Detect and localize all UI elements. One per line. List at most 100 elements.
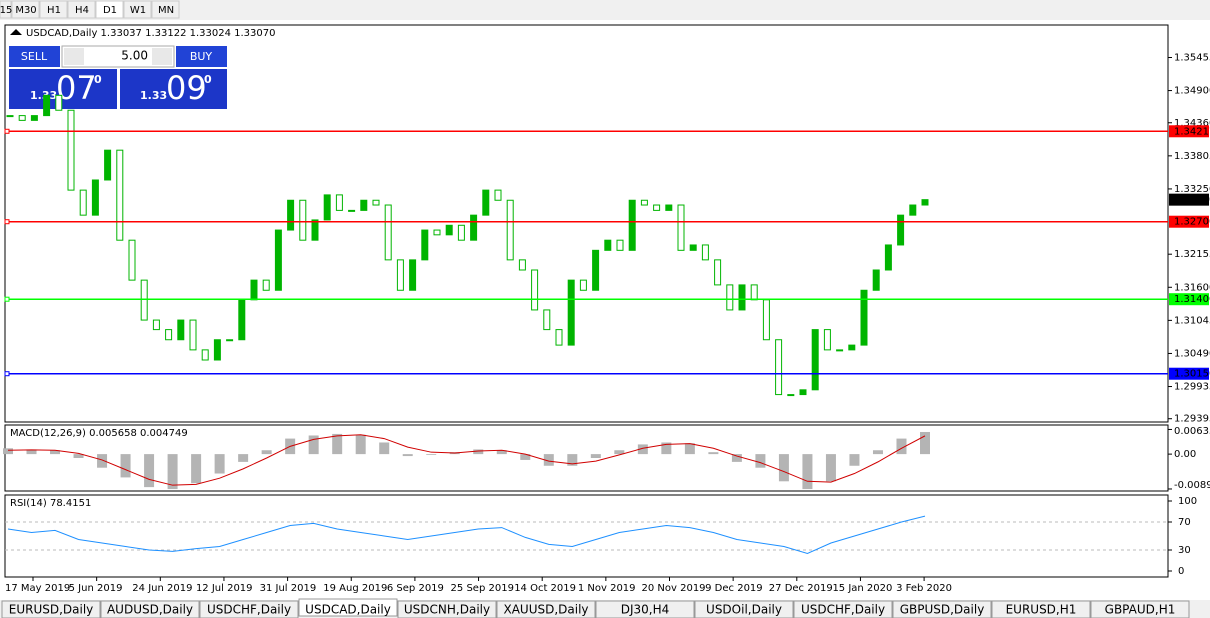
ask-frac: 0 (204, 73, 212, 86)
level-handle[interactable] (4, 296, 10, 302)
chart-tab-label: GBPAUD,H1 (1105, 603, 1176, 617)
timeframe-label: H1 (47, 5, 61, 16)
macd-bar (144, 454, 155, 488)
candle-body (628, 199, 636, 251)
timeframe-button[interactable] (151, 0, 180, 19)
candle-body (274, 229, 282, 291)
chart-tab[interactable] (397, 600, 497, 618)
candle-body (396, 259, 404, 291)
chart-tab[interactable] (298, 598, 398, 617)
candle-body (714, 259, 722, 286)
chart-header: USDCAD,Daily 1.33037 1.33122 1.33024 1.3… (26, 28, 276, 39)
chart-tab-label: EURUSD,H1 (1006, 603, 1077, 617)
chart-tab-label: AUDUSD,Daily (107, 603, 193, 617)
y-tick-label: 1.33805 (1174, 151, 1210, 162)
timeframe-button[interactable] (0, 0, 12, 19)
macd-bar (191, 454, 202, 484)
candle-body (189, 319, 197, 351)
candle-body (494, 189, 502, 201)
candle-body (348, 209, 356, 212)
candle-body (884, 244, 892, 271)
chart-tab[interactable] (1090, 600, 1190, 618)
lot-down[interactable] (64, 48, 84, 65)
candle-body (640, 199, 648, 206)
candle-body (226, 339, 234, 342)
timeframe-button[interactable] (123, 0, 152, 19)
level-handle[interactable] (4, 219, 10, 225)
candle-body (91, 179, 99, 216)
candle-body (372, 199, 380, 206)
macd-bar (50, 450, 61, 455)
chart-tab[interactable] (1, 600, 101, 618)
bid-box[interactable] (9, 69, 117, 109)
y-tick-label: 1.29395 (1174, 414, 1210, 425)
x-tick-label: 31 Jul 2019 (260, 583, 317, 594)
level-label-box (1169, 293, 1209, 306)
y-tick-label: 100 (1178, 496, 1197, 507)
sell-button[interactable] (9, 46, 60, 67)
x-tick-label: 9 Dec 2019 (705, 583, 763, 594)
timeframe-label: MN (158, 5, 174, 16)
macd-bar (543, 454, 554, 466)
macd-bar (26, 449, 37, 455)
timeframe-label: 15 (0, 5, 12, 16)
candle-body (55, 94, 63, 111)
buy-label: BUY (190, 50, 213, 63)
chart-tab[interactable] (199, 600, 299, 618)
chart-tab-label: USDCAD,Daily (305, 603, 391, 617)
candle-body (872, 269, 880, 291)
candle-body (30, 115, 38, 121)
collapse-icon[interactable] (10, 29, 22, 35)
chart-tab[interactable] (991, 600, 1091, 618)
macd-label: MACD(12,26,9) 0.005658 0.004749 (10, 428, 188, 439)
timeframe-button[interactable] (95, 0, 124, 19)
y-tick-label: 1.32155 (1174, 249, 1210, 260)
level-label: 1.32700 (1174, 217, 1210, 228)
candle-body (811, 329, 819, 391)
chart-tab[interactable] (892, 600, 992, 618)
macd-bar (802, 454, 813, 490)
chart-tab[interactable] (496, 600, 596, 618)
ask-box[interactable] (120, 69, 227, 109)
macd-bar (120, 454, 131, 478)
candle-body (531, 269, 539, 311)
trade-panel: SELL 5.00 BUY 1.33 07 0 1.33 09 0 (9, 45, 227, 109)
level-handle[interactable] (4, 371, 10, 377)
candle-body (616, 239, 624, 251)
chart-tab-label: GBPUSD,Daily (900, 603, 985, 617)
chart-tab[interactable] (694, 600, 794, 618)
chart-tab[interactable] (595, 600, 695, 618)
timeframe-button[interactable] (39, 0, 68, 19)
x-tick-label: 1 Nov 2019 (578, 583, 636, 594)
lot-input[interactable] (61, 45, 175, 68)
macd-bar (238, 454, 249, 462)
candle-body (823, 329, 831, 351)
timeframe-label: M30 (15, 5, 36, 16)
toolbar (0, 0, 1210, 20)
level-handle[interactable] (4, 128, 10, 134)
candle-body (506, 199, 514, 261)
candle-body (775, 339, 783, 396)
macd-bar (731, 454, 742, 462)
macd-bar (825, 454, 836, 482)
y-tick-label: 0 (1178, 566, 1184, 577)
candle-body (6, 115, 14, 118)
buy-button[interactable] (176, 46, 227, 67)
level-label: 1.31400 (1174, 294, 1210, 305)
candle-body (128, 239, 136, 281)
candle-body (433, 229, 441, 236)
y-tick-label: 1.31600 (1174, 282, 1210, 293)
level-label-box (1169, 367, 1209, 380)
timeframe-button[interactable] (11, 0, 40, 19)
timeframe-label: D1 (103, 5, 117, 16)
chart-tab[interactable] (793, 600, 893, 618)
lot-up[interactable] (152, 48, 172, 65)
timeframe-button[interactable] (67, 0, 96, 19)
x-tick-label: 25 Sep 2019 (451, 583, 514, 594)
candle-body (592, 249, 600, 291)
chart-tab[interactable] (100, 600, 200, 618)
candle-body (43, 94, 51, 117)
x-tick-label: 12 Jul 2019 (196, 583, 253, 594)
candle-body (482, 189, 490, 216)
